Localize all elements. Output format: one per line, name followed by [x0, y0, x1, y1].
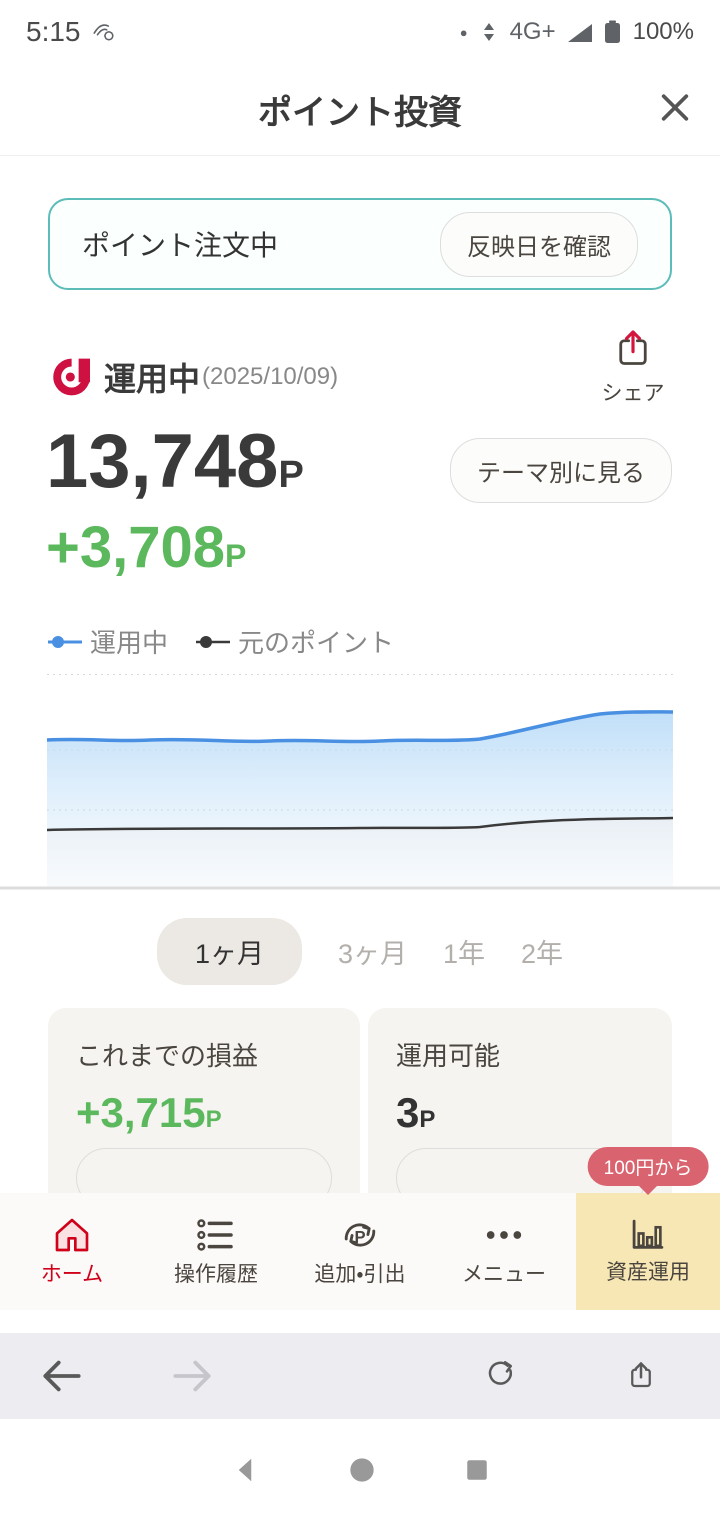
svg-text:P: P [354, 1227, 365, 1246]
